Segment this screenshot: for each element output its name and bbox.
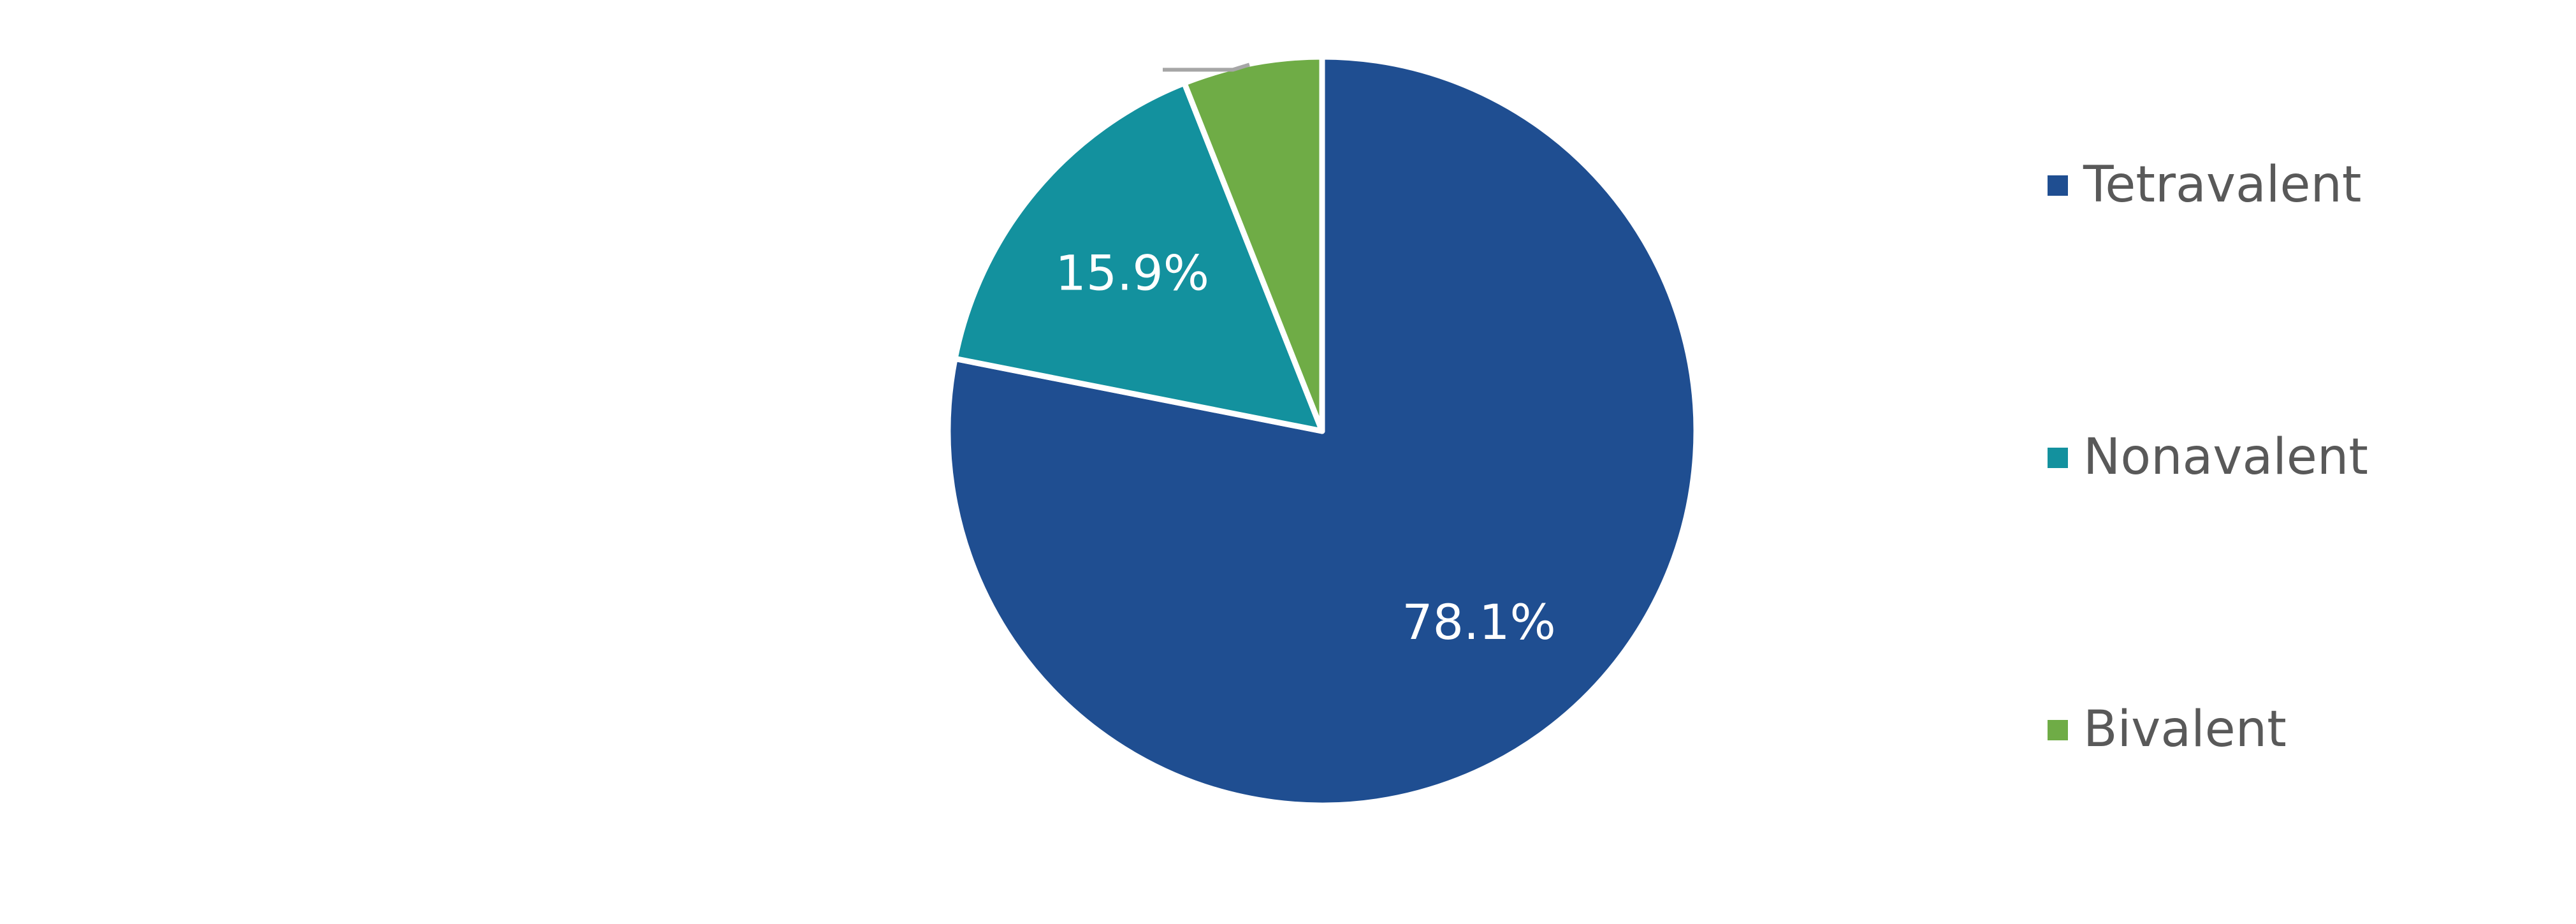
pie-slices: [945, 54, 1699, 809]
legend-label-tetravalent: Tetravalent: [2083, 156, 2362, 214]
legend-label-bivalent: Bivalent: [2083, 701, 2287, 758]
legend-swatch-nonavalent: [2048, 448, 2068, 468]
pie-slice-bivalent: [1181, 54, 1325, 434]
pie-slice-nonavalent: [952, 80, 1325, 434]
legend-swatch-bivalent: [2048, 720, 2068, 740]
slice-labels: 78.1% 15.9% 6.0%: [1031, 26, 1555, 650]
leader-line-bivalent: [1163, 62, 1250, 72]
slice-label-tetravalent: 78.1%: [1402, 594, 1555, 650]
slice-label-nonavalent: 15.9%: [1056, 245, 1209, 302]
leader-lines: [1163, 62, 1250, 72]
legend-label-nonavalent: Nonavalent: [2083, 429, 2368, 486]
legend-swatch-tetravalent: [2048, 175, 2068, 196]
slice-label-bivalent: 6.0%: [1031, 26, 1154, 82]
